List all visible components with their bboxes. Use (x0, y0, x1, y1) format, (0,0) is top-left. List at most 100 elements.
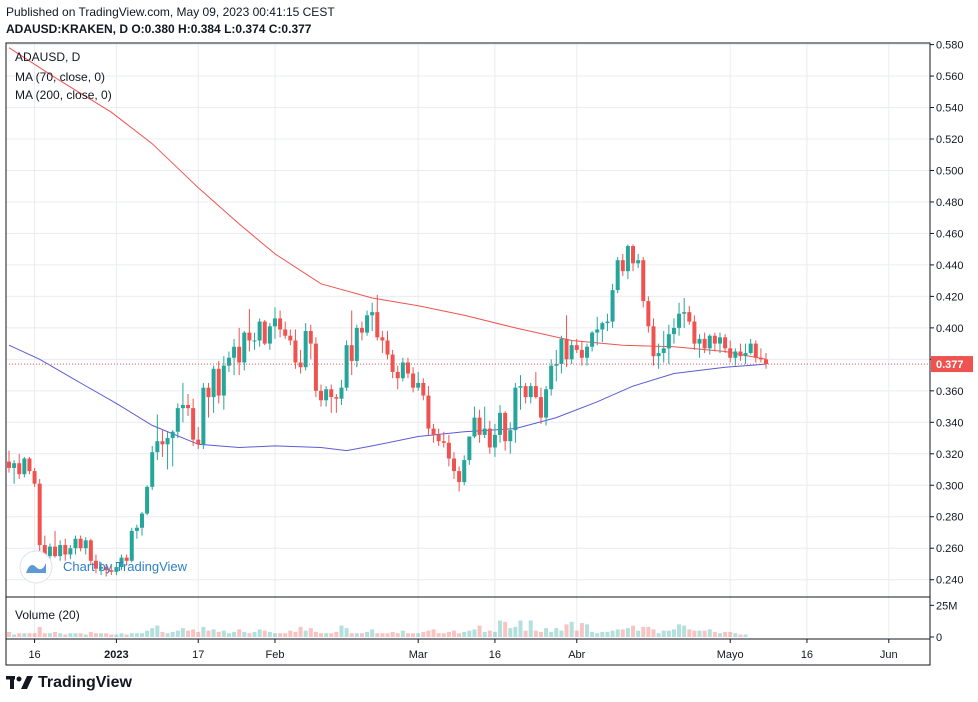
price-tick-label: 0.240 (936, 575, 964, 587)
candle (651, 318, 656, 366)
candle-body (758, 357, 763, 360)
volume-bar (641, 626, 646, 637)
candle (400, 357, 405, 382)
candle-body (186, 404, 191, 409)
candle-body (666, 334, 671, 349)
candle-body (58, 545, 63, 557)
candle (764, 353, 769, 369)
volume-bar (523, 630, 528, 637)
volume-bar (508, 628, 513, 637)
time-tick-label: Mayo (717, 649, 744, 661)
candle (426, 386, 431, 435)
candle (329, 384, 334, 413)
volume-layer (7, 620, 748, 637)
candle (738, 343, 743, 361)
volume-bar (702, 630, 707, 637)
candle (370, 302, 375, 332)
candle-body (104, 567, 109, 571)
candle-body (697, 338, 702, 344)
candle (636, 253, 641, 269)
candle-body (661, 348, 666, 354)
volume-bar (733, 633, 738, 637)
volume-bar (73, 633, 78, 637)
candle-body (134, 527, 139, 531)
candle (308, 324, 313, 360)
candle-body (503, 412, 508, 442)
candle (313, 337, 318, 398)
candle (395, 365, 400, 390)
candle (533, 371, 538, 399)
volume-bar (723, 631, 728, 637)
candle-body (723, 337, 728, 349)
volume-bar (692, 630, 697, 637)
volume-bar (625, 628, 630, 637)
candle (748, 338, 753, 355)
volume-bar (457, 633, 462, 637)
candle-body (180, 404, 185, 409)
candle-body (242, 332, 247, 363)
candle-body (206, 387, 211, 398)
last-price-badge (931, 356, 973, 373)
candle (707, 334, 712, 355)
volume-bar (687, 629, 692, 637)
candle-body (267, 326, 272, 344)
chart-border (5, 42, 931, 666)
chart-overlay: 0.377 ADAUSD, D MA (70, close, 0) MA (200, … (6, 50, 973, 622)
volume-bar (53, 631, 58, 637)
volume-bar (385, 633, 390, 637)
candle-body (109, 570, 114, 572)
candle (145, 485, 150, 516)
candle-body (631, 246, 636, 264)
candle (129, 527, 134, 563)
candle (226, 351, 231, 372)
candle (549, 359, 554, 396)
candle (196, 427, 201, 450)
candle (615, 257, 620, 294)
candle-body (477, 417, 482, 435)
ohlc-values: O:0.380 H:0.384 L:0.374 C:0.377 (131, 22, 311, 36)
candle-body (482, 428, 487, 435)
tradingview-footer-logo[interactable]: TradingView (6, 674, 132, 692)
candle (298, 349, 303, 374)
candle (175, 403, 180, 439)
candle (431, 423, 436, 443)
candle-body (334, 397, 339, 399)
candle-body (564, 338, 569, 360)
volume-tick-label: 25M (936, 600, 957, 612)
candle (472, 406, 477, 439)
candle-body (155, 441, 160, 453)
volume-bar (32, 633, 37, 637)
candle (180, 382, 185, 423)
volume-bar (646, 626, 651, 637)
candle (267, 323, 272, 350)
volume-bar (262, 630, 267, 637)
volume-bar (370, 629, 375, 637)
candle-body (257, 321, 262, 341)
candle (150, 445, 155, 490)
candle-body (518, 386, 523, 388)
candle-body (615, 260, 620, 291)
volume-bar (58, 633, 63, 637)
candle-body (625, 246, 630, 272)
candle (206, 382, 211, 418)
volume-bar (232, 631, 237, 637)
ma70-line (8, 47, 767, 360)
ohlc-o: O:0.380 (131, 22, 175, 36)
price-axis: 0.2400.2600.2800.3000.3200.3400.3600.380… (930, 40, 964, 587)
chart-frame (5, 42, 931, 666)
volume-bar (467, 630, 472, 637)
candle-body (170, 431, 175, 439)
candle (482, 406, 487, 439)
candle (523, 382, 528, 404)
volume-bar (590, 631, 595, 637)
candle-body (646, 301, 651, 327)
candle-body (764, 359, 769, 365)
candle-body (329, 389, 334, 398)
volume-bar (712, 631, 717, 637)
candle-body (600, 323, 605, 330)
candle (758, 348, 763, 363)
volume-bar (661, 630, 666, 637)
time-axis: 16 2023 17 Feb Mar 16 Abr Mayo 16 Jun (28, 639, 898, 661)
volume-bar (375, 633, 380, 637)
